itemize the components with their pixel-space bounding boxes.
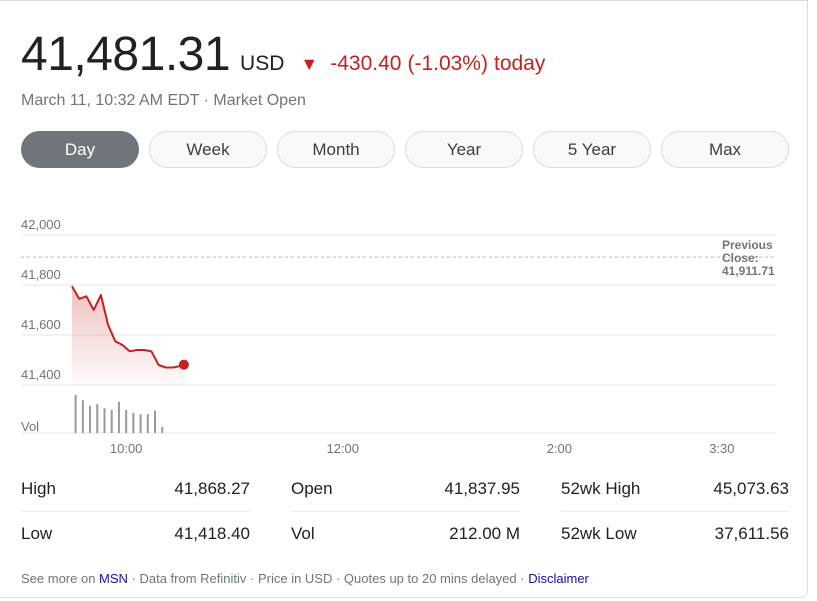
tab-max[interactable]: Max <box>661 131 789 168</box>
y-tick-label: 41,400 <box>21 367 61 382</box>
change-period: today <box>493 52 546 75</box>
change-percent: (-1.03%) <box>407 52 488 75</box>
change-amount: -430.40 <box>330 52 402 75</box>
previous-close-label: Previous <box>722 238 773 252</box>
tab-month[interactable]: Month <box>277 131 395 168</box>
x-tick-label: 3:30 <box>709 441 734 456</box>
down-arrow-icon: ▼ <box>300 54 319 74</box>
stats-row-1: High 41,868.27 Open 41,837.95 52wk High … <box>21 467 789 512</box>
previous-close-label: 41,911.71 <box>722 264 775 278</box>
intraday-chart[interactable]: 42,000 41,800 41,600 41,400 Vol PreviousClose… <box>0 201 808 461</box>
x-tick-label: 2:00 <box>547 441 572 456</box>
stat-open: Open 41,837.95 <box>291 467 520 512</box>
stat-key: Low <box>21 524 53 543</box>
market-status: Market Open <box>213 92 306 109</box>
disclaimer-link[interactable]: Disclaimer <box>528 571 589 586</box>
volume-bar <box>139 414 142 433</box>
tab-5-year[interactable]: 5 Year <box>533 131 651 168</box>
stat-52wk-high: 52wk High 45,073.63 <box>561 467 789 512</box>
price-change: ▼ -430.40 (-1.03%) today <box>300 52 545 76</box>
stat-52wk-low: 52wk Low 37,611.56 <box>561 512 789 556</box>
stat-value: 212.00 M <box>449 524 520 543</box>
current-price-dot <box>178 359 189 370</box>
stats-row-2: Low 41,418.40 Vol 212.00 M 52wk Low 37,6… <box>21 512 789 557</box>
volume-bar <box>154 410 157 433</box>
previous-close-label: Close: <box>722 251 759 265</box>
stat-key: 52wk High <box>561 479 641 498</box>
quote-timestamp: March 11, 10:32 AM EDT <box>21 92 200 109</box>
volume-axis-label: Vol <box>21 419 39 434</box>
footer-see-more: See more on <box>21 571 100 586</box>
price-row: 41,481.31 USD ▼ -430.40 (-1.03%) today <box>21 27 545 82</box>
tab-year[interactable]: Year <box>405 131 523 168</box>
x-tick-label: 12:00 <box>326 441 359 456</box>
tab-day[interactable]: Day <box>21 131 139 168</box>
stat-key: Open <box>291 479 333 498</box>
stat-low: Low 41,418.40 <box>21 512 250 556</box>
volume-bar <box>81 400 84 433</box>
stat-value: 37,611.56 <box>714 524 789 543</box>
volume-bar <box>74 395 77 433</box>
footer-attribution: See more on MSN · Data from Refinitiv · … <box>21 571 589 586</box>
volume-bar <box>110 409 113 433</box>
y-tick-label: 42,000 <box>21 217 61 232</box>
msn-link[interactable]: MSN <box>99 571 128 586</box>
stat-high: High 41,868.27 <box>21 467 250 512</box>
stat-value: 41,418.40 <box>174 524 250 543</box>
price-line <box>71 285 185 369</box>
stat-key: Vol <box>291 524 315 543</box>
footer-data-source: · Data from Refinitiv · Price in USD · Q… <box>127 571 529 586</box>
volume-bar <box>89 405 92 433</box>
volume-bar <box>117 401 120 433</box>
y-tick-label: 41,600 <box>21 317 61 332</box>
x-tick-label: 10:00 <box>110 441 143 456</box>
volume-bar <box>103 408 106 433</box>
stat-value: 45,073.63 <box>713 479 789 498</box>
stat-volume: Vol 212.00 M <box>291 512 520 556</box>
volume-bar <box>125 409 128 433</box>
stat-value: 41,868.27 <box>174 479 250 498</box>
current-price: 41,481.31 <box>21 28 231 81</box>
volume-bar <box>96 404 99 433</box>
stat-value: 41,837.95 <box>444 479 520 498</box>
volume-bar <box>132 413 135 433</box>
tab-week[interactable]: Week <box>149 131 267 168</box>
quote-timestamp-line: March 11, 10:32 AM EDT · Market Open <box>21 92 306 110</box>
subline-separator: · <box>199 92 214 109</box>
y-tick-label: 41,800 <box>21 267 61 282</box>
stat-key: High <box>21 479 56 498</box>
stat-key: 52wk Low <box>561 524 637 543</box>
volume-bar <box>161 427 164 433</box>
volume-bar <box>146 414 149 433</box>
currency-code: USD <box>240 52 285 75</box>
